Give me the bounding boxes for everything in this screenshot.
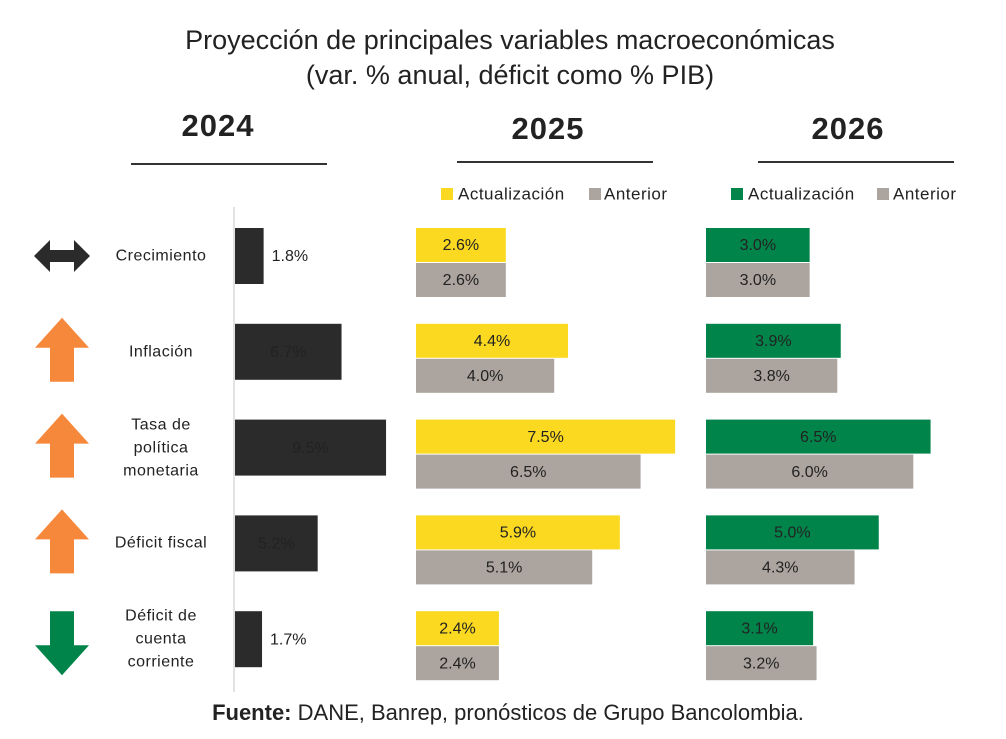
value-label: 3.0% [740,272,776,289]
legend-swatch [877,188,889,200]
bar [235,419,387,476]
legend-swatch [731,188,743,200]
value-label: 4.0% [467,368,503,385]
panel-title: 2024 [182,108,255,143]
value-label: 3.2% [743,655,779,672]
value-label: 4.4% [474,333,510,350]
legend-label: Actualización [458,184,565,203]
value-label: 2.4% [439,620,475,637]
category-label: Déficit fiscal [114,534,208,552]
source-label: Fuente: [212,700,291,725]
legend-label: Anterior [604,184,668,203]
value-label: 5.1% [486,560,522,577]
value-label: 5.2% [258,536,294,553]
bar [706,263,810,297]
bar [416,228,506,262]
value-label: 4.3% [762,560,798,577]
value-label: 6.5% [510,464,546,481]
value-label: 1.7% [270,631,306,648]
bar [706,515,879,550]
legend-swatch [589,188,601,200]
bar [416,646,499,681]
value-label: 2.6% [443,237,479,254]
value-label: 5.9% [500,525,536,542]
bar [416,454,641,489]
value-label: 3.9% [755,333,791,350]
trend-arrow [35,317,89,382]
bar [235,515,318,572]
bar [235,611,263,668]
value-label: 6.5% [800,429,836,446]
bar [706,454,914,489]
value-label: 2.6% [443,272,479,289]
legend-label: Anterior [893,184,957,203]
bar [416,550,593,585]
category-label: Tasa de política monetaria [123,416,199,480]
bar [416,263,506,297]
value-label: 3.8% [753,368,789,385]
source-text: DANE, Banrep, pronósticos de Grupo Banco… [298,700,804,725]
value-label: 2.4% [439,655,475,672]
trend-arrow [34,240,90,272]
bar [416,611,499,646]
bar [416,358,555,393]
legend-swatch [441,188,453,200]
value-label: 6.0% [791,464,827,481]
bar [416,323,569,358]
trend-arrow [35,509,89,574]
trend-arrow [35,611,89,676]
legend-label: Actualización [748,184,855,203]
bar [706,611,814,646]
bar [235,323,342,380]
bar [416,515,620,550]
chart-subtitle: (var. % anual, déficit como % PIB) [306,60,714,90]
trend-arrow [35,413,89,478]
value-label: 3.0% [740,237,776,254]
value-label: 6.7% [270,344,306,361]
value-label: 1.8% [272,248,308,265]
bar [706,323,841,358]
bar [235,228,264,284]
panel-title: 2026 [812,111,885,146]
bar [706,646,817,681]
value-label: 5.0% [774,525,810,542]
source: Fuente: DANE, Banrep, pronósticos de Gru… [212,700,804,725]
category-label: Inflación [128,343,194,361]
category-label: Déficit de cuenta corriente [125,607,197,671]
chart-title: Proyección de principales variables macr… [185,25,835,55]
bar [706,419,931,454]
bar [416,419,676,454]
panel-title: 2025 [512,111,585,146]
bar [706,228,810,262]
bar [706,358,838,393]
category-label: Crecimiento [115,247,207,265]
value-label: 3.1% [741,620,777,637]
value-label: 9.5% [292,440,328,457]
bar [706,550,855,585]
value-label: 7.5% [527,429,563,446]
